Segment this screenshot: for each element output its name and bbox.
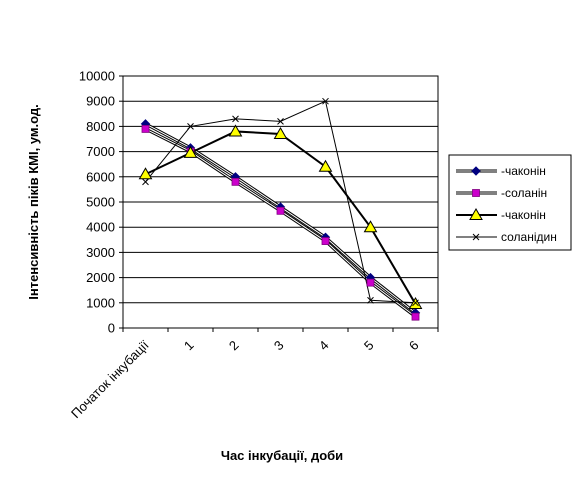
x-tick-label: Початок інкубації [68,337,152,421]
data-point [273,126,288,139]
data-point [318,159,333,172]
data-point [231,177,240,186]
x-tick-label: 3 [271,338,287,354]
y-tick-label: 8000 [86,119,115,134]
y-tick-label: 4000 [86,220,115,235]
gridlines [123,100,438,304]
legend: -чаконін -соланін -чаконін соланідин [448,154,572,251]
y-tick-label: 6000 [86,169,115,184]
legend-marker-0 [471,166,481,176]
y-tick-label: 9000 [86,94,115,109]
legend-marker-2 [469,207,483,220]
data-point [141,125,150,133]
x-tick-label: 2 [226,338,242,354]
data-point [276,206,285,215]
legend-label-0: -чаконін [501,164,546,178]
y-tick-label: 5000 [86,195,115,210]
y-tick-label: 0 [108,321,115,336]
data-point [321,237,330,245]
legend-marker-3 [472,233,480,241]
y-tick-label: 10000 [79,69,115,84]
y-axis-title: Інтенсивність піків КМІ, ум.од. [26,104,41,300]
data-point [367,296,374,304]
data-point [187,123,194,130]
data-point [277,118,284,125]
x-axis-ticks: Початок інкубації 1 2 3 4 5 6 [68,328,439,421]
legend-label-2: -чаконін [501,208,546,222]
y-tick-label: 1000 [86,295,115,310]
data-point [412,299,419,307]
series-markers [138,97,423,321]
data-point [228,124,243,137]
y-tick-label: 2000 [86,270,115,285]
x-tick-label: 6 [406,338,422,354]
data-point [142,178,149,186]
x-tick-label: 5 [361,338,377,354]
legend-label-3: соланідин [501,230,557,244]
data-point [363,220,378,233]
y-tick-label: 7000 [86,144,115,159]
data-point [322,97,329,105]
data-point [183,145,198,158]
x-tick-label: 1 [181,338,197,354]
data-point [138,167,153,180]
legend-marker-1 [472,189,480,197]
x-axis-title: Час інкубації, доби [221,448,343,463]
y-tick-label: 3000 [86,245,115,260]
x-tick-label: 4 [316,338,332,354]
legend-label-1: -соланін [501,186,547,200]
data-point [366,278,375,287]
data-point [232,115,239,123]
data-point [411,312,420,321]
y-axis-ticks: 0 1000 2000 3000 4000 5000 6000 7000 8000 9000 100… [79,69,123,336]
